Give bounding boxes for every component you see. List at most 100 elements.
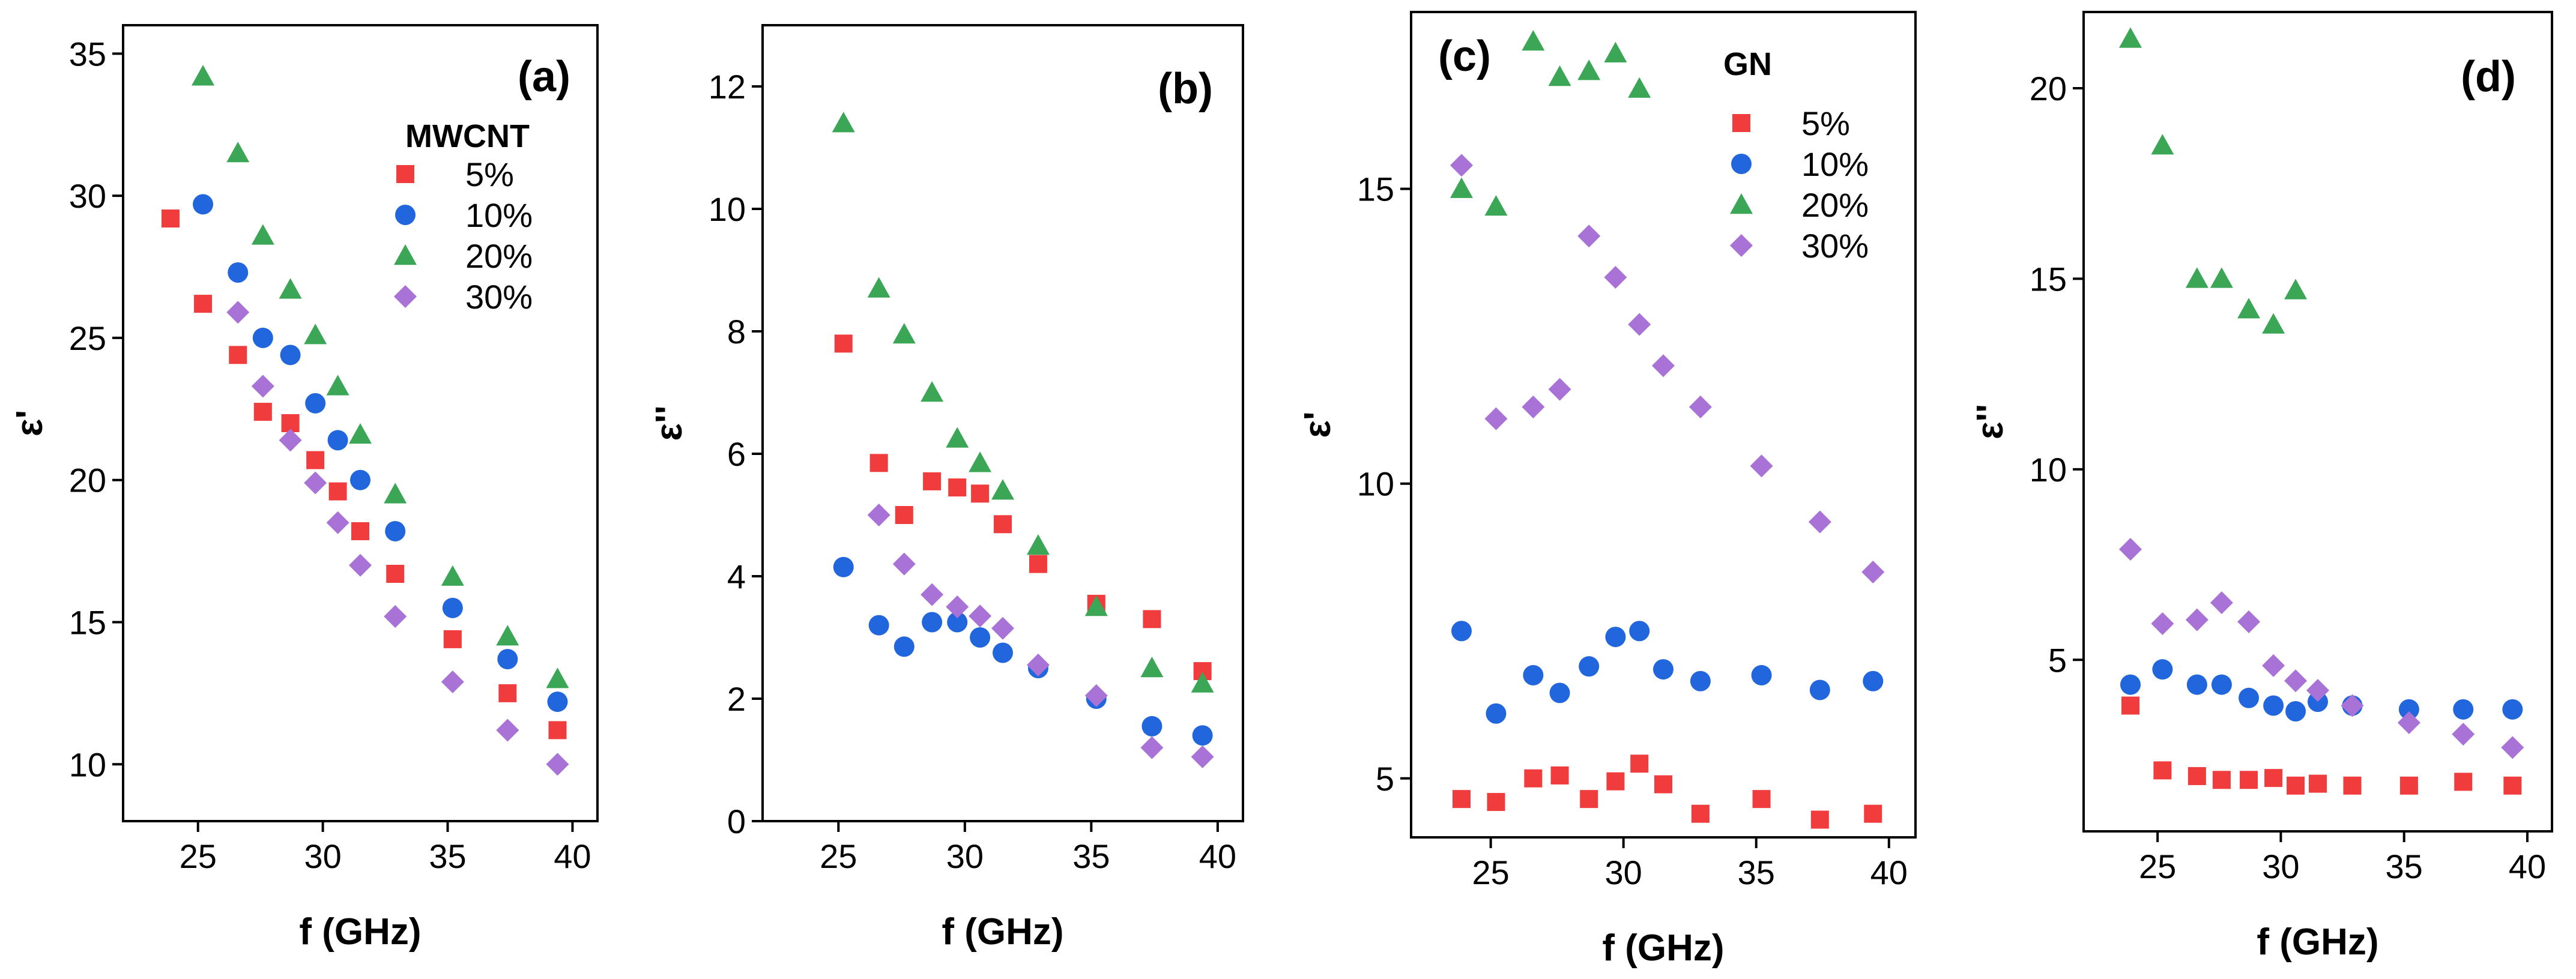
data-point: [921, 583, 944, 606]
data-point: [1026, 653, 1050, 676]
data-point: [1604, 265, 1627, 289]
data-point: [948, 478, 967, 497]
data-point: [1652, 354, 1675, 378]
data-point: [548, 721, 567, 740]
legend-label: 5%: [465, 155, 514, 193]
data-point: [228, 262, 249, 283]
legend-label: 20%: [465, 237, 533, 275]
data-point: [1487, 793, 1505, 812]
data-point: [384, 483, 407, 504]
data-point: [2263, 695, 2284, 716]
data-point: [2185, 608, 2209, 631]
data-point: [2502, 699, 2523, 720]
x-tick-label: 30: [1605, 854, 1642, 891]
data-point: [349, 553, 372, 577]
data-point: [327, 430, 348, 451]
data-point: [2453, 699, 2474, 720]
data-point: [1484, 195, 1508, 216]
x-tick-label: 35: [429, 837, 466, 875]
panel-label: (a): [518, 53, 570, 101]
series-20%: [192, 65, 569, 688]
y-tick-label: 6: [727, 435, 746, 473]
data-point: [833, 556, 854, 577]
panel-d: 25 30 35 40 5 10 15 20 f (GHz) ε'' (d): [1970, 11, 2553, 963]
data-point: [1810, 810, 1829, 829]
data-point: [1809, 679, 1830, 700]
x-axis-label: f (GHz): [942, 911, 1063, 953]
data-point: [2501, 736, 2524, 759]
data-point: [969, 451, 992, 472]
y-axis-label: ε': [9, 410, 50, 436]
data-point: [496, 718, 519, 742]
data-point: [349, 423, 372, 444]
y-tick-label: 10: [709, 190, 746, 228]
data-point: [351, 522, 369, 540]
data-point: [1861, 561, 1885, 584]
data-point: [1604, 41, 1627, 62]
data-point: [1548, 378, 1571, 401]
data-point: [2308, 691, 2328, 712]
data-point: [971, 484, 990, 503]
data-point: [1863, 670, 1884, 691]
data-point: [2454, 773, 2473, 791]
series-30%: [1450, 154, 1885, 584]
data-point: [1691, 804, 1710, 823]
data-point: [2185, 267, 2209, 288]
data-point: [2211, 674, 2232, 695]
data-point: [1029, 555, 1047, 573]
data-point: [834, 334, 853, 353]
series-5%: [834, 334, 1212, 681]
panel-b: 25 30 35 40 0 2 4 6 8 10 12 f (GHz) ε'' (b): [649, 24, 1244, 953]
y-tick-label: 10: [69, 746, 106, 783]
data-point: [496, 625, 519, 646]
data-point: [2237, 298, 2261, 319]
series-10%: [193, 194, 568, 712]
x-tick-label: 35: [1738, 854, 1775, 891]
series-10%: [1451, 621, 1884, 724]
legend-marker: [394, 244, 417, 265]
data-point: [867, 277, 890, 298]
data-point: [1084, 684, 1108, 707]
data-point: [2239, 687, 2260, 708]
data-point: [1577, 224, 1601, 248]
data-point: [1690, 670, 1711, 691]
data-point: [1550, 766, 1569, 785]
series-30%: [226, 301, 569, 776]
data-point: [2210, 591, 2233, 615]
x-axis-label: f (GHz): [299, 911, 421, 953]
y-tick-label: 35: [69, 35, 106, 73]
data-point: [991, 616, 1014, 640]
x-tick-label: 25: [2139, 848, 2176, 885]
y-axis-label: ε': [1297, 411, 1338, 438]
data-point: [1140, 736, 1164, 759]
data-point: [1654, 775, 1672, 794]
legend-marker: [1730, 193, 1753, 214]
data-point: [226, 301, 250, 324]
data-point: [194, 295, 213, 313]
y-tick-label: 0: [727, 803, 746, 840]
data-point: [892, 552, 916, 576]
panel-c: 25 30 35 40 5 10 15 f (GHz) ε' (c) GN 5%10%20%30%: [1297, 11, 1917, 969]
data-point: [1450, 154, 1473, 177]
x-tick-label: 35: [1072, 837, 1110, 875]
data-point: [832, 112, 855, 133]
data-point: [443, 630, 462, 648]
data-point: [867, 504, 890, 526]
legend-label: 20%: [1801, 186, 1869, 224]
data-point: [2152, 659, 2173, 680]
data-point: [922, 612, 943, 633]
legend-title: MWCNT: [405, 118, 530, 154]
data-point: [280, 345, 301, 366]
data-point: [1523, 664, 1544, 685]
data-point: [2287, 776, 2305, 795]
data-point: [251, 375, 274, 398]
data-point: [229, 346, 247, 364]
data-point: [2503, 776, 2522, 795]
data-point: [441, 670, 464, 693]
data-point: [279, 278, 302, 299]
data-point: [1486, 703, 1507, 724]
data-point: [2397, 711, 2420, 735]
legend-marker: [394, 285, 417, 308]
data-point: [547, 691, 568, 712]
y-axis-label: ε'': [1970, 404, 2011, 439]
